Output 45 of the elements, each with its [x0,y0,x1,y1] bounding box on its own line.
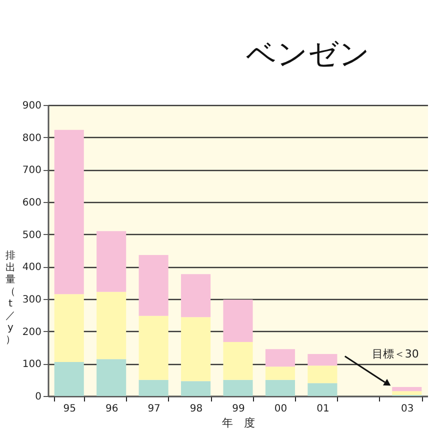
bar [96,292,126,360]
bar [223,380,253,396]
bar [181,317,211,382]
bar [138,316,168,380]
bar [265,380,295,396]
x-tick-label: 98 [190,404,203,414]
bar [54,130,84,294]
bar [308,366,338,384]
bar [223,300,253,342]
bar [392,391,422,396]
bar [96,359,126,396]
x-axis-title: 年 度 [222,416,255,430]
y-tick-label: 0 [35,392,42,402]
bar [181,274,211,318]
x-tick-label: 01 [316,404,330,414]
bar [223,342,253,380]
bar [308,383,338,396]
y-tick-label: 100 [22,359,42,370]
annotation: 目標＜30 [372,347,419,360]
bar [54,362,84,396]
x-tick-label: 97 [148,404,160,414]
bar [138,255,168,316]
y-tick-label: 600 [22,198,42,208]
y-tick-label: 900 [22,100,42,112]
x-tick-label: 03 [401,404,414,414]
x-tick-label: 95 [63,404,76,414]
x-tick-label: 96 [105,404,118,414]
bar [181,381,211,396]
bar [96,231,126,292]
y-tick-label: 300 [22,294,42,306]
bar [138,380,168,396]
y-tick-label: 800 [22,132,42,144]
bar [308,354,338,366]
bar [265,366,295,380]
y-tick-label: 400 [22,262,42,274]
y-axis-title: 排出量（t／y） [6,250,16,346]
x-tick-label: 00 [274,404,288,414]
y-tick-label: 200 [22,326,42,338]
chart-title: ベンゼン [246,37,370,72]
bar [265,349,295,367]
x-tick-label: 99 [232,404,245,414]
bar [54,294,84,362]
bar [392,386,422,392]
y-tick-label: 700 [22,165,42,176]
y-tick-label: 500 [22,230,42,241]
